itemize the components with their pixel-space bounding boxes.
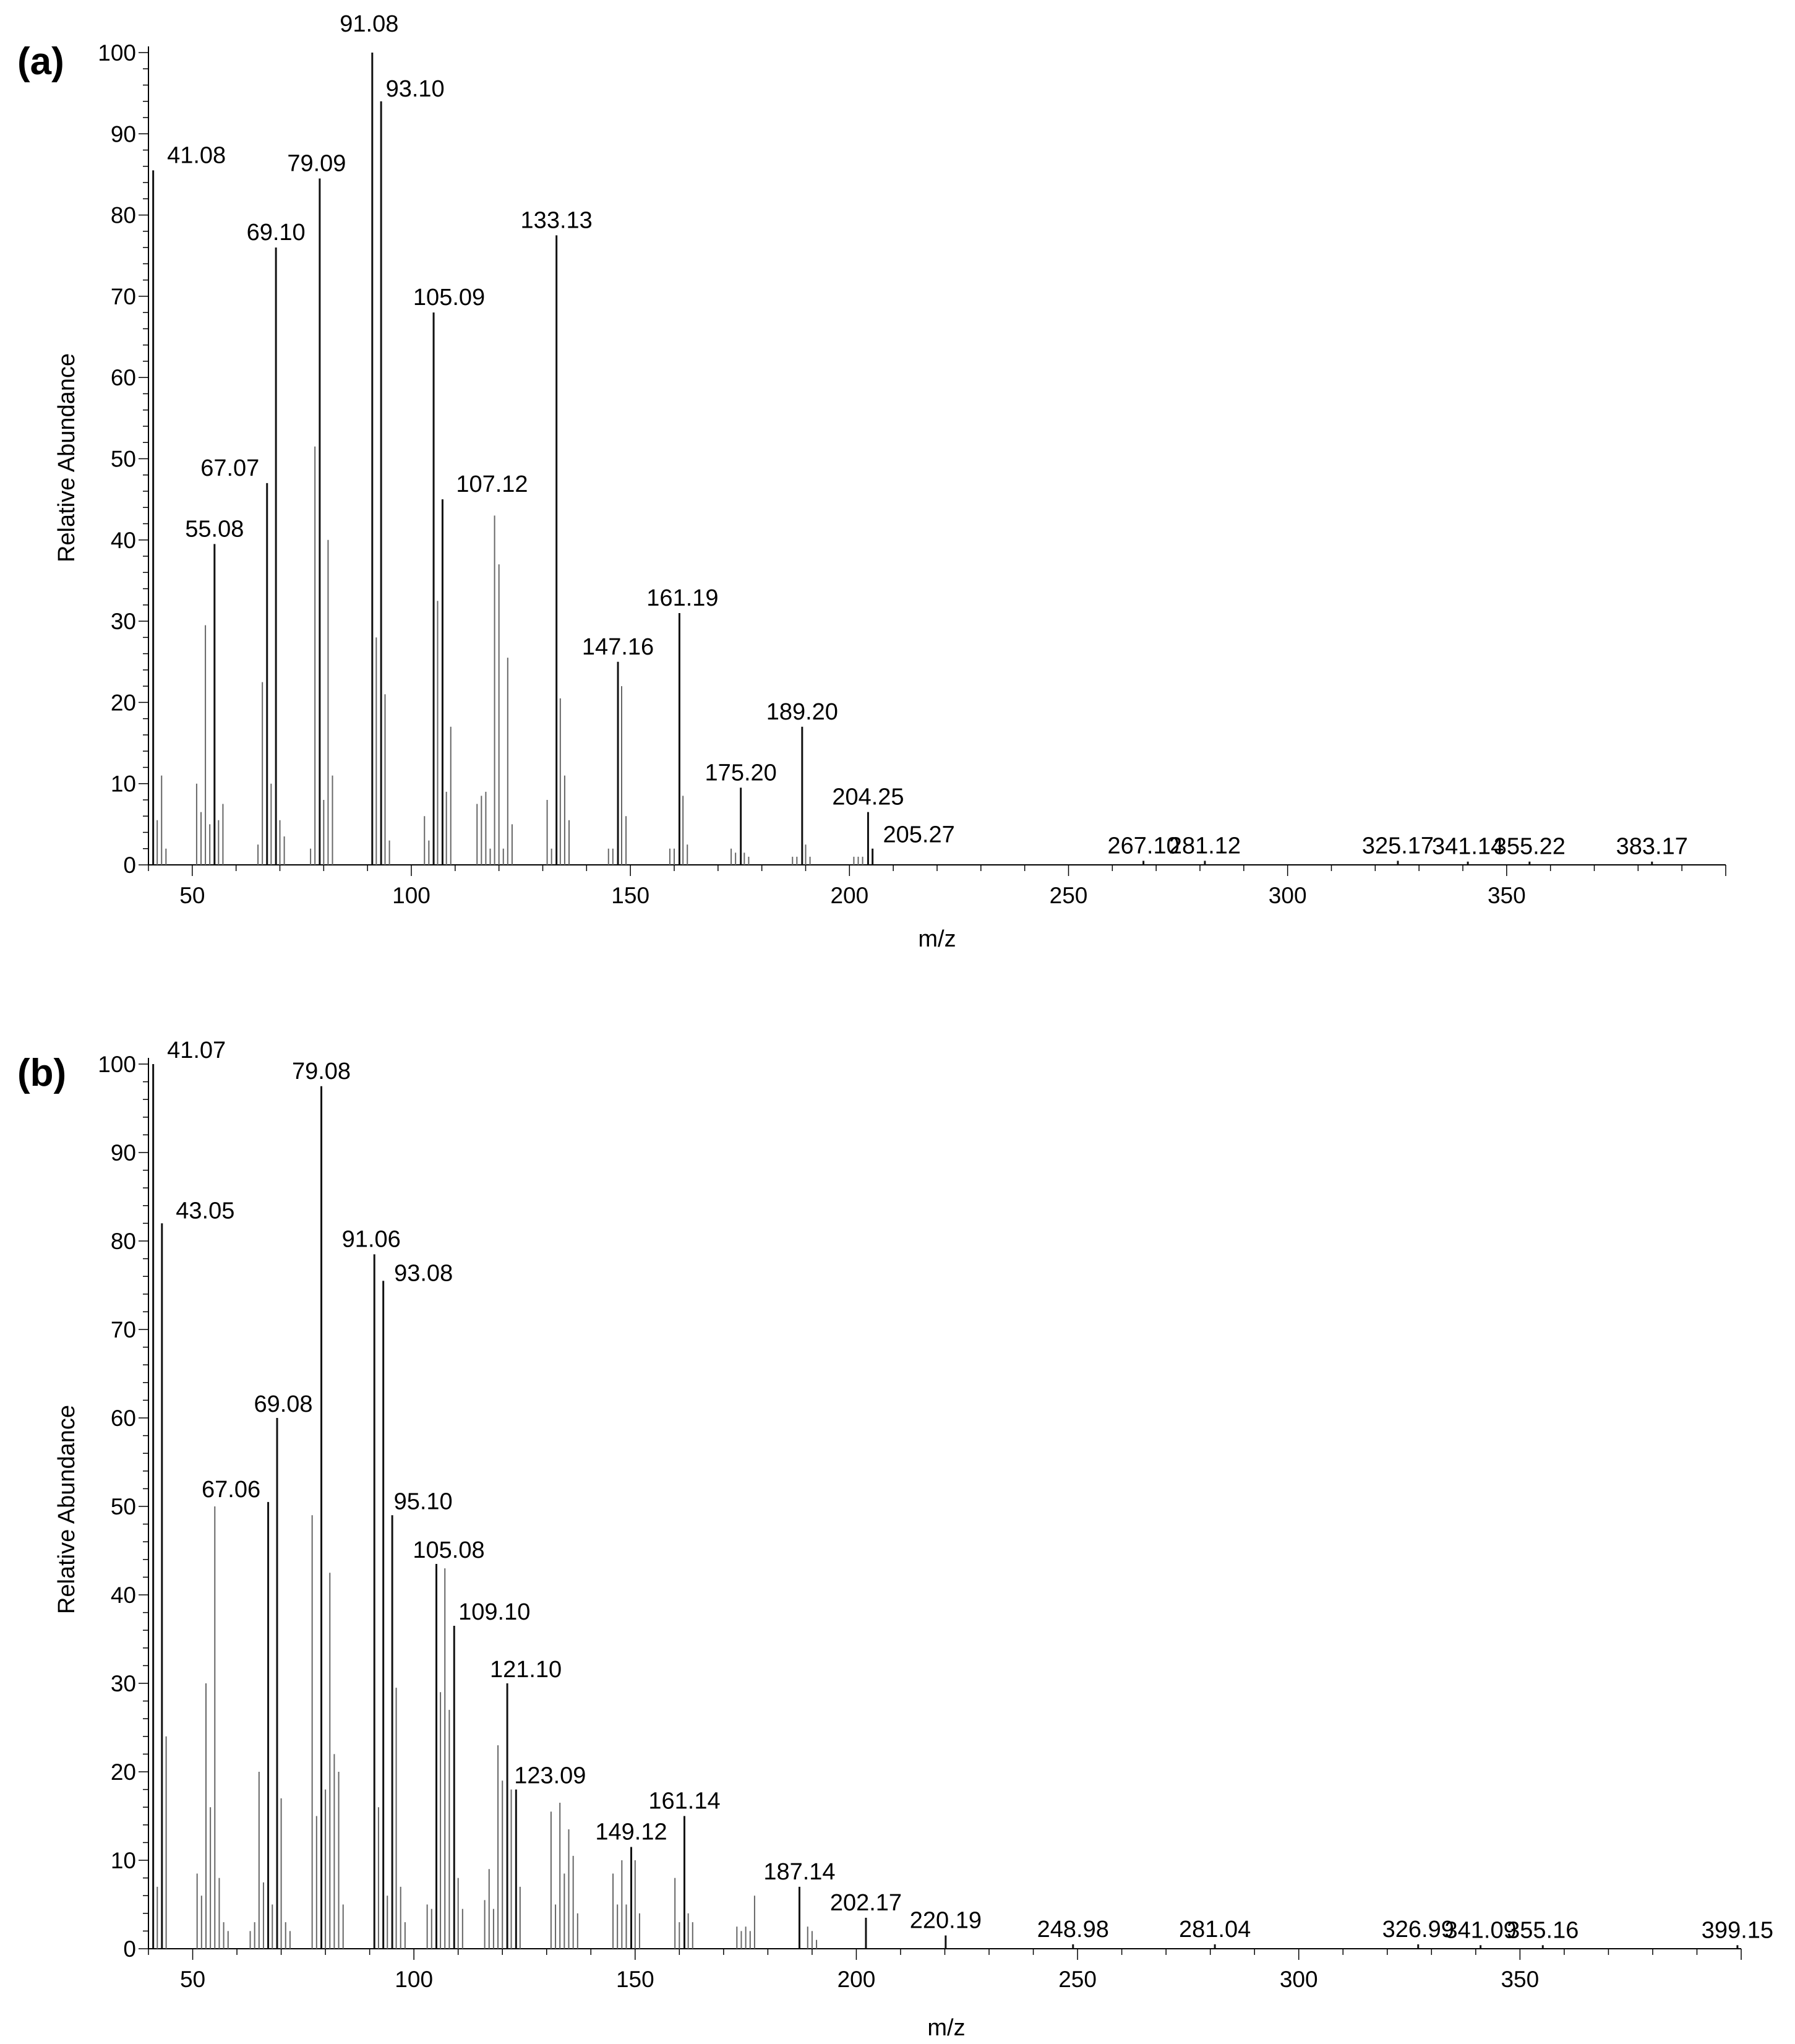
spectrum-panel-b: (b) Relative Abundance m/z 0 10 20 30 40 50 60… — [17, 1037, 1773, 2041]
peak-label: 399.15 — [1702, 1917, 1773, 1943]
peak-label: 175.20 — [705, 760, 777, 786]
peak-label: 205.27 — [883, 822, 955, 848]
y-tick-label: 70 — [111, 1317, 136, 1342]
peak-label: 161.19 — [646, 585, 718, 611]
peak-label: 105.09 — [413, 285, 485, 311]
peak-label: 41.07 — [167, 1037, 226, 1063]
peak-label: 267.10 — [1108, 833, 1180, 859]
axis-ticks-b: 0 10 20 30 40 50 60 70 80 90 100 50 100 150 200 250 300 3… — [98, 1052, 1742, 1992]
peak-label: 355.16 — [1507, 1917, 1579, 1943]
x-tick-label: 200 — [838, 1967, 876, 1992]
y-tick-label: 70 — [111, 284, 136, 309]
y-tick-label: 20 — [111, 1759, 136, 1785]
y-tick-label: 60 — [111, 365, 136, 390]
y-tick-label: 100 — [98, 1052, 136, 1077]
peak-label: 105.08 — [413, 1537, 484, 1563]
x-tick-label: 100 — [392, 883, 431, 908]
x-tick-label: 150 — [611, 883, 649, 908]
peak-label: 123.09 — [514, 1763, 586, 1789]
x-tick-label: 300 — [1280, 1967, 1318, 1992]
x-tick-label: 200 — [830, 883, 868, 908]
peak-label: 93.10 — [386, 76, 445, 102]
peak-label: 55.08 — [185, 516, 244, 542]
y-axis-title-a: Relative Abundance — [54, 353, 80, 562]
x-tick-label: 350 — [1501, 1967, 1539, 1992]
peak-labels-a: 41.08 55.08 67.07 69.10 79.09 91.08 93.10 105.0… — [167, 11, 1688, 860]
peak-label: 326.99 — [1382, 1917, 1454, 1943]
y-tick-label: 0 — [123, 852, 136, 878]
peak-label: 79.09 — [287, 151, 346, 177]
x-tick-label: 50 — [179, 883, 205, 908]
peak-label: 91.06 — [342, 1226, 401, 1252]
peak-label: 43.05 — [176, 1198, 234, 1224]
y-tick-label: 80 — [111, 203, 136, 228]
peak-labels-b: 41.07 43.05 67.06 69.08 79.08 91.06 93.08 95.10… — [167, 1037, 1773, 1943]
peak-label: 187.14 — [763, 1859, 835, 1885]
y-tick-label: 50 — [111, 447, 136, 472]
peaks-b — [152, 1064, 1739, 1949]
y-tick-label: 10 — [111, 771, 136, 797]
peak-label: 161.14 — [648, 1788, 720, 1814]
y-tick-label: 20 — [111, 690, 136, 715]
peak-label: 109.10 — [458, 1599, 530, 1625]
peak-label: 248.98 — [1037, 1917, 1109, 1943]
peak-label: 107.12 — [456, 471, 528, 497]
x-axis-title-a: m/z — [918, 926, 956, 952]
y-tick-label: 40 — [111, 528, 136, 553]
x-tick-label: 300 — [1269, 883, 1307, 908]
x-tick-label: 250 — [1058, 1967, 1097, 1992]
peak-label: 121.10 — [490, 1657, 562, 1683]
y-tick-label: 90 — [111, 121, 136, 147]
y-tick-label: 50 — [111, 1494, 136, 1519]
y-tick-label: 80 — [111, 1229, 136, 1254]
y-tick-label: 60 — [111, 1406, 136, 1431]
peak-label: 147.16 — [582, 634, 654, 660]
axis-ticks-a: 0 10 20 30 40 50 60 70 80 90 100 50 100 150 200 250 300 3… — [98, 40, 1726, 908]
peak-label: 202.17 — [830, 1890, 902, 1916]
panel-label-a: (a) — [17, 40, 64, 83]
spectrum-panel-a: (a) Relative Abundance m/z 0 10 20 30 40 50 60… — [17, 11, 1726, 952]
peak-label: 93.08 — [394, 1260, 453, 1286]
peak-label: 67.06 — [202, 1477, 260, 1503]
peak-label: 149.12 — [595, 1819, 667, 1845]
peak-label: 95.10 — [394, 1488, 453, 1514]
x-axis-title-b: m/z — [927, 2015, 965, 2041]
y-tick-label: 100 — [98, 40, 136, 66]
peak-label: 67.07 — [200, 455, 259, 481]
peak-label: 325.17 — [1362, 833, 1434, 859]
y-tick-label: 40 — [111, 1582, 136, 1608]
y-axis-title-b: Relative Abundance — [54, 1405, 80, 1614]
x-tick-label: 100 — [395, 1967, 433, 1992]
peak-label: 281.04 — [1179, 1917, 1251, 1943]
peaks-a — [152, 53, 1653, 865]
x-tick-label: 250 — [1050, 883, 1088, 908]
x-tick-label: 150 — [616, 1967, 654, 1992]
peak-label: 383.17 — [1616, 834, 1688, 860]
peak-label: 341.14 — [1432, 834, 1504, 860]
peak-label: 69.08 — [254, 1391, 312, 1417]
peak-label: 91.08 — [340, 11, 398, 37]
y-tick-label: 10 — [111, 1848, 136, 1873]
peak-label: 41.08 — [167, 142, 226, 168]
peak-label: 189.20 — [766, 699, 838, 725]
peak-label: 79.08 — [292, 1058, 351, 1084]
x-tick-label: 50 — [180, 1967, 205, 1992]
peak-label: 133.13 — [521, 207, 593, 233]
y-tick-label: 90 — [111, 1140, 136, 1166]
peak-label: 355.22 — [1494, 834, 1566, 860]
y-tick-label: 0 — [123, 1936, 136, 1962]
y-tick-label: 30 — [111, 1671, 136, 1696]
peak-label: 341.09 — [1445, 1917, 1517, 1943]
peak-label: 281.12 — [1169, 833, 1241, 859]
peak-label: 220.19 — [910, 1908, 982, 1934]
y-tick-label: 30 — [111, 609, 136, 634]
panel-label-b: (b) — [17, 1052, 66, 1094]
x-tick-label: 350 — [1488, 883, 1526, 908]
peak-label: 69.10 — [247, 220, 306, 246]
peak-label: 204.25 — [832, 784, 904, 810]
